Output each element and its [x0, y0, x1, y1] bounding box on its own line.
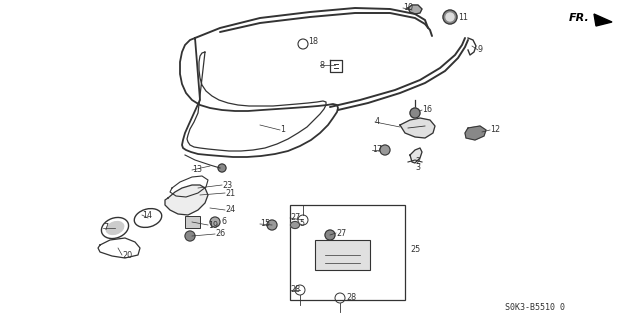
Circle shape — [446, 13, 454, 21]
Text: 6: 6 — [221, 218, 226, 226]
Circle shape — [410, 108, 420, 118]
Bar — [315, 240, 370, 270]
Circle shape — [267, 220, 277, 230]
Text: 28: 28 — [346, 293, 356, 302]
Text: 23: 23 — [222, 181, 232, 189]
Text: 14: 14 — [142, 211, 152, 219]
Text: 21: 21 — [225, 189, 235, 197]
Text: 18: 18 — [308, 38, 318, 47]
Polygon shape — [410, 148, 422, 163]
Ellipse shape — [106, 222, 124, 234]
Text: 13: 13 — [192, 166, 202, 174]
Text: 26: 26 — [215, 229, 225, 239]
Circle shape — [185, 231, 195, 241]
Circle shape — [210, 217, 220, 227]
Text: 16: 16 — [422, 106, 432, 115]
Text: 11: 11 — [458, 12, 468, 21]
Circle shape — [443, 10, 457, 24]
Text: 24: 24 — [225, 205, 235, 214]
Text: 2: 2 — [415, 158, 420, 167]
Polygon shape — [400, 118, 435, 138]
Text: 20: 20 — [122, 250, 132, 259]
Text: 25: 25 — [410, 246, 420, 255]
Text: 4: 4 — [375, 117, 380, 127]
Circle shape — [380, 145, 390, 155]
Text: 1: 1 — [280, 125, 285, 135]
Text: 8: 8 — [320, 61, 325, 70]
Text: 27: 27 — [290, 213, 300, 222]
Polygon shape — [465, 126, 486, 140]
Text: 3: 3 — [415, 164, 420, 173]
Bar — [185, 216, 200, 228]
Polygon shape — [408, 5, 422, 14]
Text: 28: 28 — [290, 286, 300, 294]
Text: FR.: FR. — [569, 13, 590, 23]
Circle shape — [218, 164, 226, 172]
Bar — [290, 205, 405, 300]
Text: 5: 5 — [299, 219, 304, 228]
Text: 7: 7 — [103, 224, 108, 233]
Text: 17: 17 — [372, 145, 382, 154]
Text: 9: 9 — [478, 46, 483, 55]
Text: 12: 12 — [490, 125, 500, 135]
Polygon shape — [165, 185, 208, 215]
Text: 15: 15 — [260, 219, 270, 228]
Text: 10: 10 — [403, 4, 413, 12]
Text: S0K3-B5510 0: S0K3-B5510 0 — [505, 303, 565, 313]
Polygon shape — [594, 14, 612, 26]
Text: 27: 27 — [336, 228, 346, 238]
Text: 19: 19 — [208, 220, 218, 229]
Ellipse shape — [291, 221, 300, 228]
Circle shape — [325, 230, 335, 240]
